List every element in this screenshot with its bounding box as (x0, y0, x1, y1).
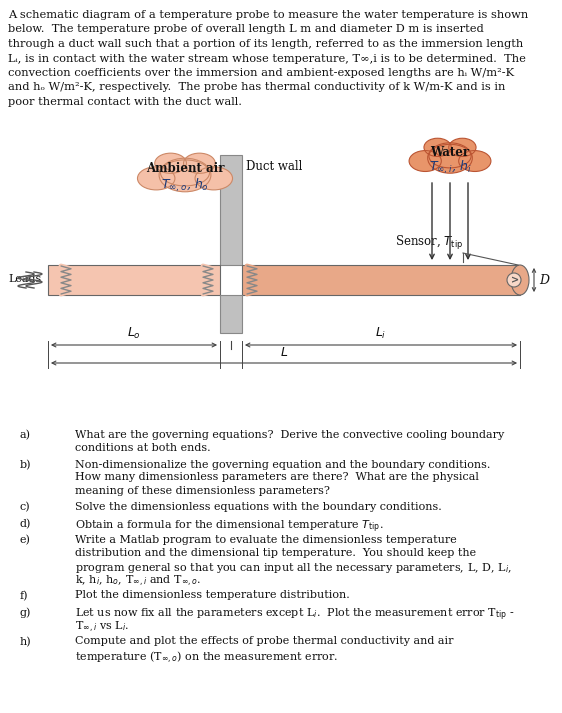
Text: e): e) (20, 535, 31, 545)
Ellipse shape (459, 150, 491, 172)
Text: T$_{\infty,i}$ vs L$_i$.: T$_{\infty,i}$ vs L$_i$. (75, 620, 129, 635)
Text: k, h$_i$, h$_o$, T$_{\infty,i}$ and T$_{\infty,o}$.: k, h$_i$, h$_o$, T$_{\infty,i}$ and T$_{… (75, 574, 201, 589)
Text: Duct wall: Duct wall (246, 160, 302, 173)
Text: D: D (539, 274, 549, 287)
Bar (220, 295, 242, 333)
Text: $L_i$: $L_i$ (375, 326, 387, 341)
Ellipse shape (409, 150, 441, 172)
Text: a): a) (20, 430, 31, 441)
Ellipse shape (159, 158, 211, 192)
Ellipse shape (195, 167, 233, 190)
Ellipse shape (428, 143, 472, 173)
Text: Compute and plot the effects of probe thermal conductivity and air: Compute and plot the effects of probe th… (75, 637, 454, 647)
Text: and hₒ W/m²-K, respectively.  The probe has thermal conductivity of k W/m-K and : and hₒ W/m²-K, respectively. The probe h… (8, 83, 505, 93)
Text: A schematic diagram of a temperature probe to measure the water temperature is s: A schematic diagram of a temperature pro… (8, 10, 528, 20)
Text: below.  The temperature probe of overall length L m and diameter D m is inserted: below. The temperature probe of overall … (8, 24, 484, 34)
Text: convection coefficients over the immersion and ambient-exposed lengths are hᵢ W/: convection coefficients over the immersi… (8, 68, 514, 78)
Ellipse shape (429, 144, 471, 168)
Text: through a duct wall such that a portion of its length, referred to as the immers: through a duct wall such that a portion … (8, 39, 523, 49)
Ellipse shape (449, 138, 476, 156)
Text: $L$: $L$ (280, 346, 288, 359)
Ellipse shape (184, 153, 215, 173)
Text: $T_{\infty,i}$, $h_i$: $T_{\infty,i}$, $h_i$ (429, 158, 471, 175)
Text: temperature (T$_{\infty,o}$) on the measurement error.: temperature (T$_{\infty,o}$) on the meas… (75, 650, 338, 666)
Text: c): c) (20, 502, 30, 513)
Ellipse shape (511, 265, 529, 295)
Text: Ambient air: Ambient air (146, 163, 224, 175)
Text: f): f) (20, 590, 29, 601)
Text: Sensor, $T_{\rm tip}$: Sensor, $T_{\rm tip}$ (395, 234, 463, 252)
Text: Obtain a formula for the dimensional temperature $T_{\rm tip}$.: Obtain a formula for the dimensional tem… (75, 518, 384, 535)
Ellipse shape (507, 273, 521, 287)
Text: Water: Water (430, 145, 470, 158)
Bar (48, 265, 220, 295)
Text: poor thermal contact with the duct wall.: poor thermal contact with the duct wall. (8, 97, 242, 107)
Text: d): d) (20, 518, 31, 529)
Text: Plot the dimensionless temperature distribution.: Plot the dimensionless temperature distr… (75, 590, 350, 600)
Text: program general so that you can input all the necessary parameters, L, D, L$_i$,: program general so that you can input al… (75, 561, 512, 575)
Ellipse shape (161, 160, 210, 186)
Text: Leads: Leads (8, 274, 41, 284)
Ellipse shape (155, 153, 187, 173)
Bar (220, 155, 242, 265)
Text: Let us now fix all the parameters except L$_i$.  Plot the measurement error T$_{: Let us now fix all the parameters except… (75, 607, 515, 623)
Text: Write a Matlab program to evaluate the dimensionless temperature: Write a Matlab program to evaluate the d… (75, 535, 457, 545)
Ellipse shape (424, 138, 451, 156)
Text: $T_{\infty,o}$, $h_o$: $T_{\infty,o}$, $h_o$ (161, 176, 209, 194)
Text: Solve the dimensionless equations with the boundary conditions.: Solve the dimensionless equations with t… (75, 502, 442, 512)
Text: How many dimensionless parameters are there?  What are the physical: How many dimensionless parameters are th… (75, 473, 479, 483)
Text: >: > (511, 275, 519, 285)
Ellipse shape (138, 167, 175, 190)
Text: meaning of these dimensionless parameters?: meaning of these dimensionless parameter… (75, 486, 330, 496)
Text: $L_o$: $L_o$ (127, 326, 141, 341)
Text: b): b) (20, 459, 31, 470)
Text: Lᵢ, is in contact with the water stream whose temperature, T∞,i is to be determi: Lᵢ, is in contact with the water stream … (8, 53, 526, 63)
Text: h): h) (20, 637, 31, 647)
Text: What are the governing equations?  Derive the convective cooling boundary: What are the governing equations? Derive… (75, 430, 504, 440)
Text: g): g) (20, 607, 31, 617)
Text: conditions at both ends.: conditions at both ends. (75, 443, 211, 453)
Bar (242, 265, 520, 295)
Text: Non-dimensionalize the governing equation and the boundary conditions.: Non-dimensionalize the governing equatio… (75, 459, 491, 469)
Text: distribution and the dimensional tip temperature.  You should keep the: distribution and the dimensional tip tem… (75, 548, 476, 558)
